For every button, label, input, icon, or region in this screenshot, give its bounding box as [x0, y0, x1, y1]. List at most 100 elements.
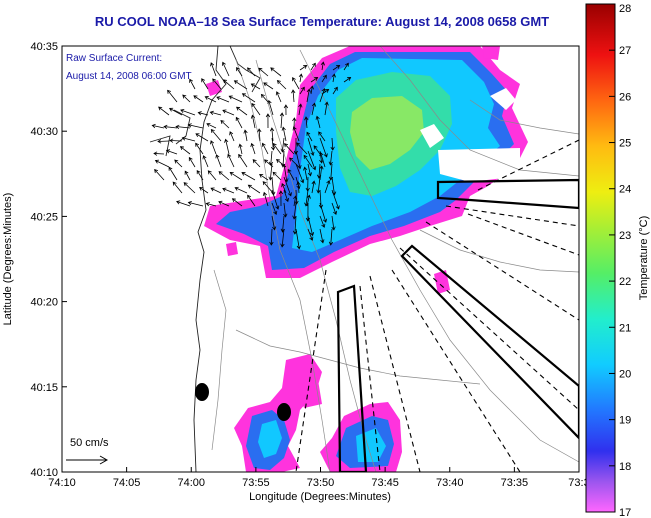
sample-marker: [195, 383, 209, 401]
current-vector: [236, 106, 248, 116]
current-vector: [316, 163, 322, 179]
current-vector: [220, 119, 230, 129]
current-vector: [307, 150, 317, 171]
colorbar-ticks: 28 27 26 25 24 23 22 21 20 19 18 17: [609, 3, 631, 518]
current-vector: [168, 107, 183, 116]
current-vector: [247, 67, 256, 77]
sst-patch-south-mid: [258, 420, 282, 458]
coastline: [149, 46, 261, 472]
current-vector: [306, 88, 311, 103]
current-vector: [182, 94, 191, 103]
current-vector: [295, 176, 301, 190]
annotation-line-1: Raw Surface Current:: [66, 53, 162, 64]
current-vector: [154, 159, 170, 168]
current-vector: [210, 187, 222, 194]
current-vector: [169, 138, 183, 143]
current-vector: [306, 131, 313, 142]
colorbar-tick-label: 20: [619, 368, 631, 380]
current-vector: [174, 159, 183, 168]
current-vector: [260, 93, 269, 103]
current-vector: [216, 96, 230, 103]
colorbar-tick-label: 24: [619, 184, 631, 196]
current-vector: [276, 80, 287, 90]
colorbar-tick-label: 19: [619, 415, 631, 427]
current-vector: [283, 176, 292, 197]
x-tick-label: 73:40: [436, 477, 464, 489]
current-vector: [188, 156, 196, 168]
x-tick-label: 74:05: [113, 477, 141, 489]
current-vector: [165, 149, 178, 155]
current-vector: [180, 108, 196, 116]
current-vector: [289, 157, 300, 168]
current-vector: [234, 186, 248, 194]
sst-patch-north-warmest: [350, 96, 424, 170]
current-vector: [296, 142, 308, 155]
current-vector: [299, 86, 305, 95]
cloud-gap: [490, 88, 516, 110]
sst-patch-small: [226, 242, 238, 256]
current-vector: [298, 103, 303, 116]
current-vector: [272, 142, 282, 155]
current-vector: [271, 215, 277, 231]
current-vector: [287, 168, 295, 181]
current-vector: [321, 89, 330, 95]
current-vector: [181, 136, 196, 142]
current-vector: [206, 122, 217, 129]
current-vector: [311, 102, 317, 116]
current-vector: [210, 128, 222, 142]
current-vector: [151, 123, 165, 129]
y-tick-label: 40:10: [30, 467, 58, 479]
current-vector: [332, 86, 338, 95]
current-vector: [231, 198, 243, 207]
current-vector: [241, 93, 256, 103]
current-vector: [222, 79, 235, 90]
x-tick-label: 73:35: [501, 477, 529, 489]
current-vector: [228, 95, 243, 103]
current-vector: [209, 110, 222, 116]
current-vector: [299, 65, 308, 71]
cloud-gap: [420, 124, 444, 148]
current-vector: [167, 89, 178, 103]
annotation-line-2: August 14, 2008 06:00 GMT: [66, 71, 192, 82]
current-vector: [270, 137, 276, 151]
current-vector: [184, 170, 191, 181]
current-vector: [331, 189, 340, 210]
current-vector: [250, 114, 256, 129]
current-vector: [222, 187, 235, 194]
current-vector: [331, 215, 336, 231]
transect-lines: [295, 139, 579, 472]
current-vector: [158, 106, 170, 116]
current-vector: [292, 202, 297, 220]
current-vector: [270, 67, 282, 77]
current-vector: [247, 184, 261, 194]
colorbar-tick-label: 17: [619, 507, 631, 518]
current-vector: [321, 74, 327, 83]
cloud-gap: [438, 148, 520, 182]
current-vector: [295, 228, 301, 250]
current-vector: [212, 78, 222, 90]
current-vector: [195, 142, 204, 155]
current-vector: [318, 131, 326, 142]
current-vector: [272, 171, 282, 181]
current-vector: [313, 145, 321, 155]
current-vector: [315, 115, 321, 129]
colorbar-tick-label: 25: [619, 138, 631, 150]
current-vector: [221, 61, 230, 77]
current-vector: [283, 189, 290, 203]
current-vector: [307, 163, 313, 177]
current-vector: [267, 99, 274, 116]
current-vector: [268, 150, 274, 166]
current-vector: [343, 77, 352, 83]
current-vector: [319, 228, 325, 244]
current-vector: [227, 153, 235, 168]
current-vector: [238, 143, 243, 155]
current-vector: [250, 142, 256, 155]
current-vector: [294, 189, 299, 205]
sst-patch-small: [434, 270, 450, 294]
current-vector: [224, 138, 230, 155]
y-axis-label: Latitude (Degrees:Minutes): [2, 193, 14, 326]
colorbar-tick-label: 21: [619, 322, 631, 334]
current-vector: [316, 176, 321, 194]
current-vector: [269, 228, 274, 246]
current-vector: [291, 89, 296, 103]
